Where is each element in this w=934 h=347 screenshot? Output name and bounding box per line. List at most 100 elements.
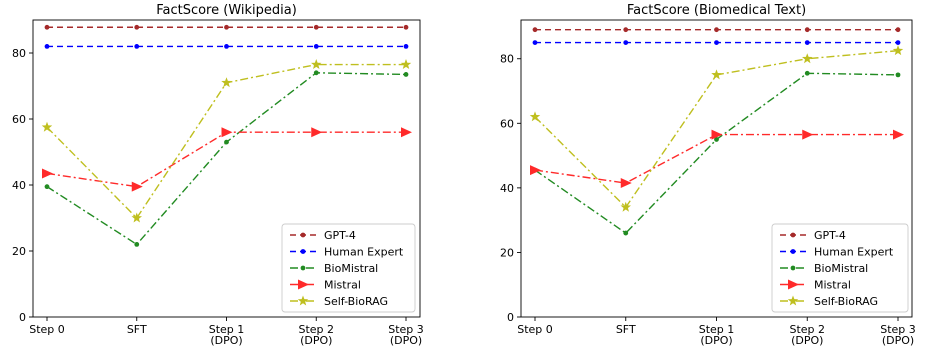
legend-marker [297,295,309,306]
data-point-gpt-4 [714,27,719,33]
data-point-human-expert [134,44,140,49]
x-tick-label: Step 1 (DPO) [699,323,735,347]
legend-label: BioMistral [814,262,868,275]
data-point-mistral [42,168,53,179]
data-point-self-biorag [311,59,322,69]
data-point-gpt-4 [804,27,810,33]
data-point-mistral [893,129,904,140]
data-point-gpt-4 [895,27,901,33]
series-gpt-4 [532,27,901,33]
data-point-self-biorag [221,77,232,88]
data-point-self-biorag [41,121,53,132]
legend-label: Mistral [324,279,361,292]
legend-item-self-biorag: Self-BioRAG [290,295,388,308]
data-point-biomistral [804,70,810,76]
y-tick-label: 20 [500,246,514,259]
legend-item-human-expert: Human Expert [780,246,894,259]
x-tick-label: Step 2 (DPO) [298,323,334,347]
series-mistral [530,129,904,189]
y-tick-label: 0 [19,311,26,324]
data-point-self-biorag [802,53,813,64]
data-point-biomistral [895,72,901,78]
series-line-biomistral [46,72,407,246]
legend-item-gpt-4: GPT-4 [290,229,356,242]
data-point-human-expert [224,44,229,49]
series-mistral [42,127,412,192]
data-point-gpt-4 [134,24,140,30]
data-point-mistral [530,165,541,176]
y-tick-label: 80 [500,53,514,66]
legend-label: Self-BioRAG [324,295,388,308]
series-biomistral [44,70,409,247]
data-point-human-expert [403,44,409,49]
data-point-biomistral [623,230,629,236]
legend-marker [300,265,306,271]
legend-item-self-biorag: Self-BioRAG [780,295,878,308]
legend-label: Human Expert [324,246,404,259]
legend: GPT-4 Human Expert BioMistral Mistral Self-B… [771,223,909,313]
data-point-gpt-4 [403,24,409,30]
legend-marker [787,295,799,306]
x-tick-label: Step 0 [29,323,65,336]
legend-marker [300,249,306,254]
data-point-human-expert [804,40,810,45]
legend-label: Mistral [814,279,851,292]
legend-marker [790,232,796,238]
data-point-self-biorag [529,111,541,122]
y-tick-label: 20 [12,245,26,258]
data-point-gpt-4 [224,24,229,30]
legend-item-human-expert: Human Expert [290,246,404,259]
legend-item-biomistral: BioMistral [290,262,378,275]
legend-label: Human Expert [814,246,894,259]
legend-box [771,223,909,313]
y-tick-label: 80 [12,47,26,60]
y-tick-label: 40 [500,182,514,195]
data-point-mistral [802,129,814,140]
series-line-mistral [534,133,898,184]
data-point-self-biorag [892,45,904,56]
series-biomistral [532,70,901,236]
data-point-self-biorag [711,69,722,80]
legend-label: GPT-4 [324,229,356,242]
data-point-biomistral [403,72,409,77]
data-point-human-expert [895,40,901,45]
legend-marker [790,249,796,254]
x-tick-label: Step 2 (DPO) [789,323,825,347]
series-human-expert [44,44,409,49]
legend-label: Self-BioRAG [814,295,878,308]
y-tick-label: 40 [12,179,26,192]
x-tick-label: Step 1 (DPO) [209,323,245,347]
data-point-mistral [620,178,632,189]
data-point-biomistral [44,184,50,190]
series-gpt-4 [44,24,409,30]
data-point-self-biorag [131,212,142,223]
legend-marker [298,279,309,290]
data-point-biomistral [134,242,140,247]
data-point-gpt-4 [313,24,319,30]
data-point-mistral [401,127,412,138]
legend-item-mistral: Mistral [780,279,851,292]
legend-item-biomistral: BioMistral [780,262,868,275]
data-point-mistral [131,181,143,192]
x-tick-label: SFT [127,323,147,336]
series-human-expert [532,40,901,45]
chart-factscore-biomedical: FactScore (Biomedical Text) 0 20 40 60 80 Step… [500,3,916,347]
legend-item-mistral: Mistral [290,279,361,292]
chart-factscore-wikipedia: FactScore (Wikipedia) 0 20 40 60 80 Step 0 SFT S… [12,3,424,347]
legend-marker [788,279,799,290]
x-tick-label: Step 3 (DPO) [388,323,424,347]
x-tick-label: Step 3 (DPO) [880,323,916,347]
data-point-human-expert [44,44,50,49]
legend-marker [790,265,796,271]
legend-item-gpt-4: GPT-4 [780,229,846,242]
data-point-human-expert [532,40,538,45]
legend-box [281,223,416,313]
data-point-mistral [221,127,233,138]
series-self-biorag [529,45,904,212]
x-tick-label: SFT [616,323,636,336]
data-point-human-expert [714,40,719,45]
data-point-biomistral [224,139,229,145]
series-self-biorag [41,59,412,223]
series-line-biomistral [534,72,899,234]
